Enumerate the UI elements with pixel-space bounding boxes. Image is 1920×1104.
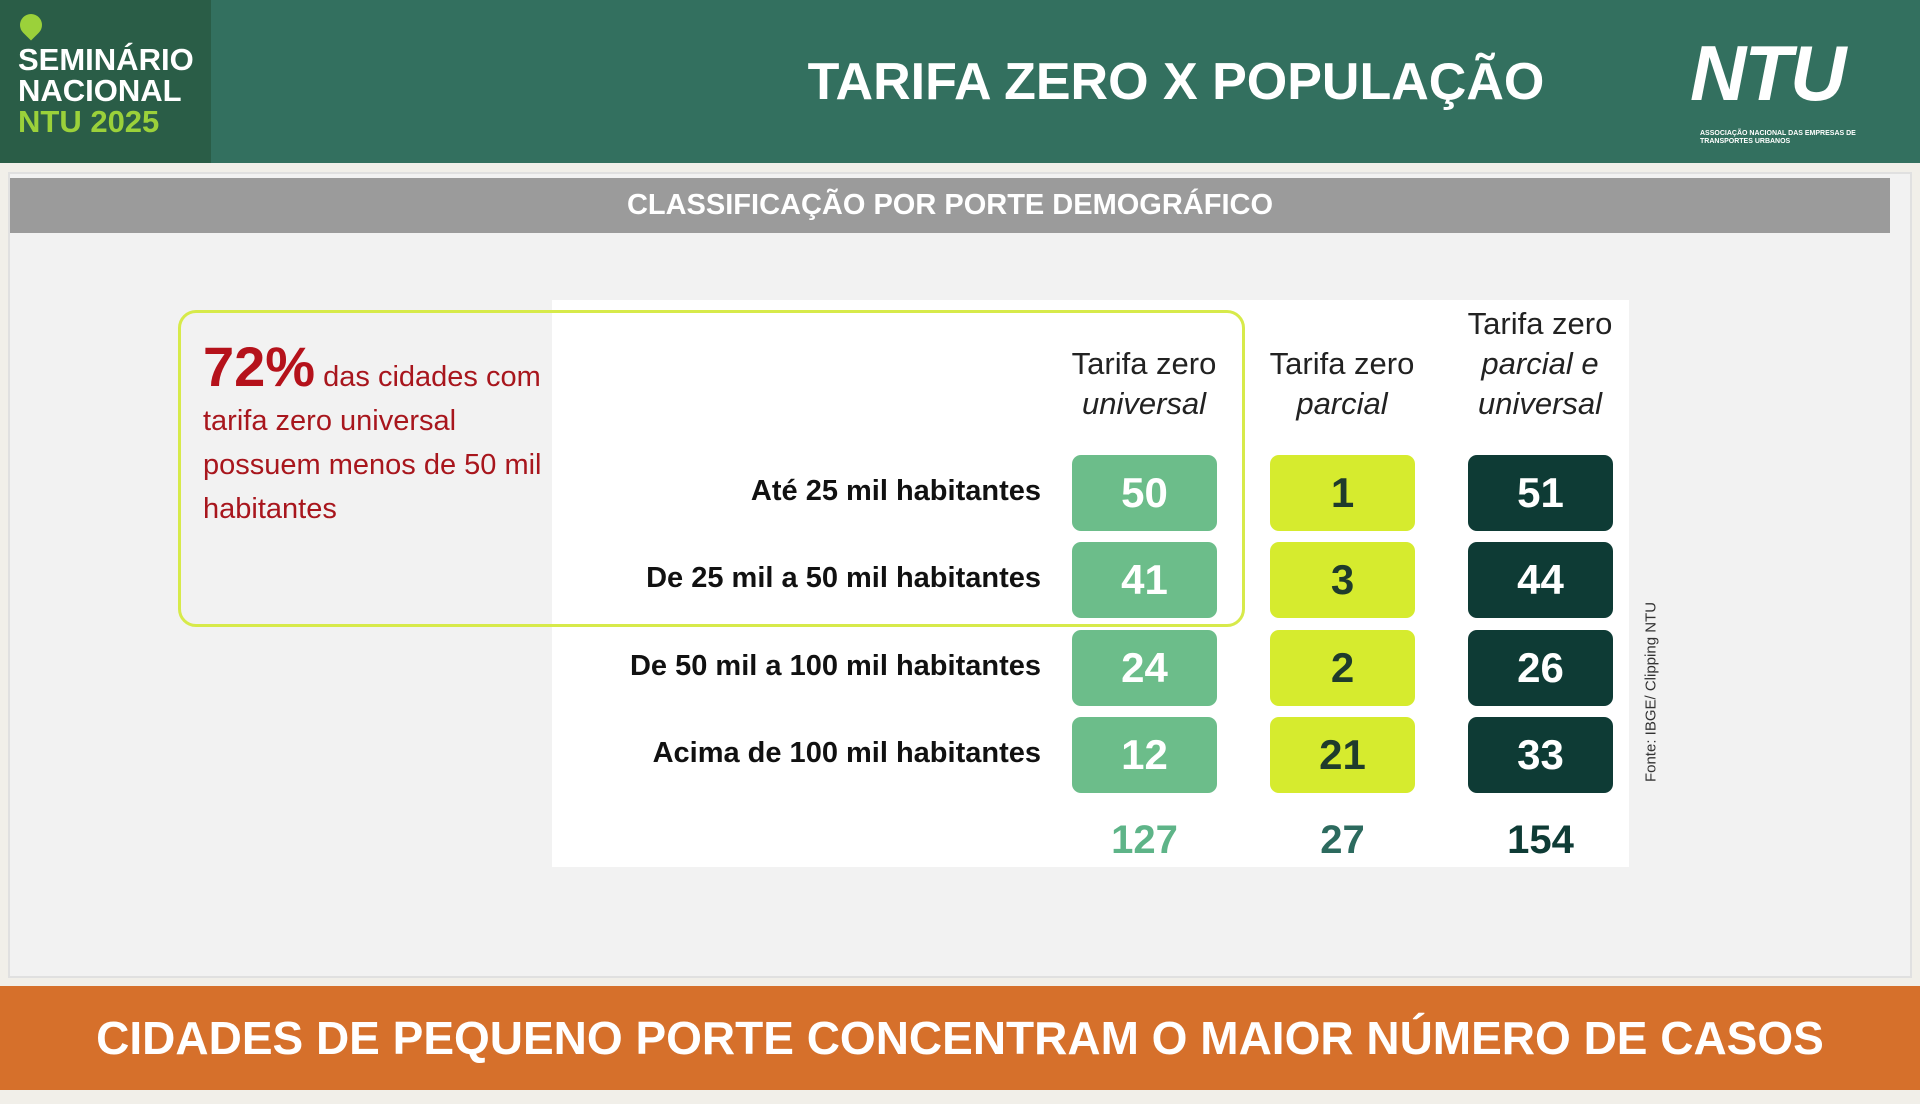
total: 154 [1507, 818, 1574, 862]
callout-text: das cidades com tarifa zero universal po… [203, 361, 542, 525]
column-header: Tarifa zero universal [1044, 344, 1244, 424]
value-cell: 2 [1270, 630, 1415, 706]
value-cell: 51 [1468, 455, 1613, 531]
row-label: Acima de 100 mil habitantes [652, 737, 1041, 769]
title: TARIFA ZERO X POPULAÇÃO [807, 53, 1545, 111]
value-cell: 26 [1468, 630, 1613, 706]
total: 27 [1320, 818, 1365, 862]
total: 127 [1111, 818, 1178, 862]
value-cell: 33 [1468, 717, 1613, 793]
column-header-line: parcial e [1481, 346, 1599, 381]
value-cell: 44 [1468, 542, 1613, 618]
subtitle: CLASSIFICAÇÃO POR PORTE DEMOGRÁFICO [10, 178, 1890, 233]
event-logo-line: SEMINÁRIO [18, 42, 194, 77]
brand-logo: NTU [1690, 29, 1846, 117]
value-cell: 12 [1072, 717, 1217, 793]
column-header: Tarifa zero parcial [1242, 344, 1442, 424]
callout-frame [178, 310, 1245, 627]
value-cell: 50 [1072, 455, 1217, 531]
column-header-line: universal [1477, 386, 1603, 421]
callout: 72% das cidades com tarifa zero universa… [203, 339, 543, 531]
column-header-line: Tarifa zero [1467, 306, 1613, 341]
value-cell: 1 [1270, 455, 1415, 531]
column-header: Tarifa zero parcial e universal [1440, 304, 1640, 424]
column-header-line: Tarifa zero [1071, 346, 1217, 381]
column-header-line: Tarifa zero [1269, 346, 1415, 381]
row-label: De 25 mil a 50 mil habitantes [646, 562, 1041, 594]
logo-spacer [18, 14, 211, 44]
value-cell: 41 [1072, 542, 1217, 618]
row-label: Até 25 mil habitantes [750, 475, 1041, 507]
value-cell: 24 [1072, 630, 1217, 706]
brand-tagline: ASSOCIAÇÃO NACIONAL DAS EMPRESAS DE TRAN… [1700, 130, 1856, 145]
callout-highlight: 72% [203, 335, 316, 398]
source: Fonte: IBGE/ Clipping NTU [1642, 601, 1660, 783]
footer: CIDADES DE PEQUENO PORTE CONCENTRAM O MA… [0, 986, 1920, 1090]
event-logo-line: NTU 2025 [18, 104, 160, 139]
row-label: De 50 mil a 100 mil habitantes [629, 650, 1041, 682]
value-cell: 21 [1270, 717, 1415, 793]
column-header-line: universal [1081, 386, 1207, 421]
event-logo-line: NACIONAL [18, 73, 182, 108]
header-band [0, 0, 1920, 163]
column-header-line: parcial [1296, 386, 1388, 421]
value-cell: 3 [1270, 542, 1415, 618]
